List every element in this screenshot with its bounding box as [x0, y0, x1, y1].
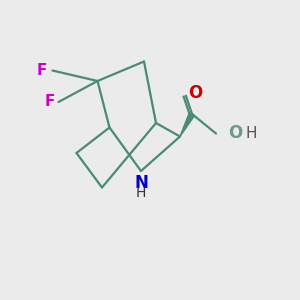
Text: N: N — [134, 174, 148, 192]
Text: H: H — [136, 186, 146, 200]
Text: F: F — [45, 94, 56, 110]
Text: O: O — [188, 84, 202, 102]
Polygon shape — [180, 112, 195, 136]
Text: H: H — [246, 126, 257, 141]
Text: O: O — [228, 124, 242, 142]
Text: F: F — [36, 63, 46, 78]
